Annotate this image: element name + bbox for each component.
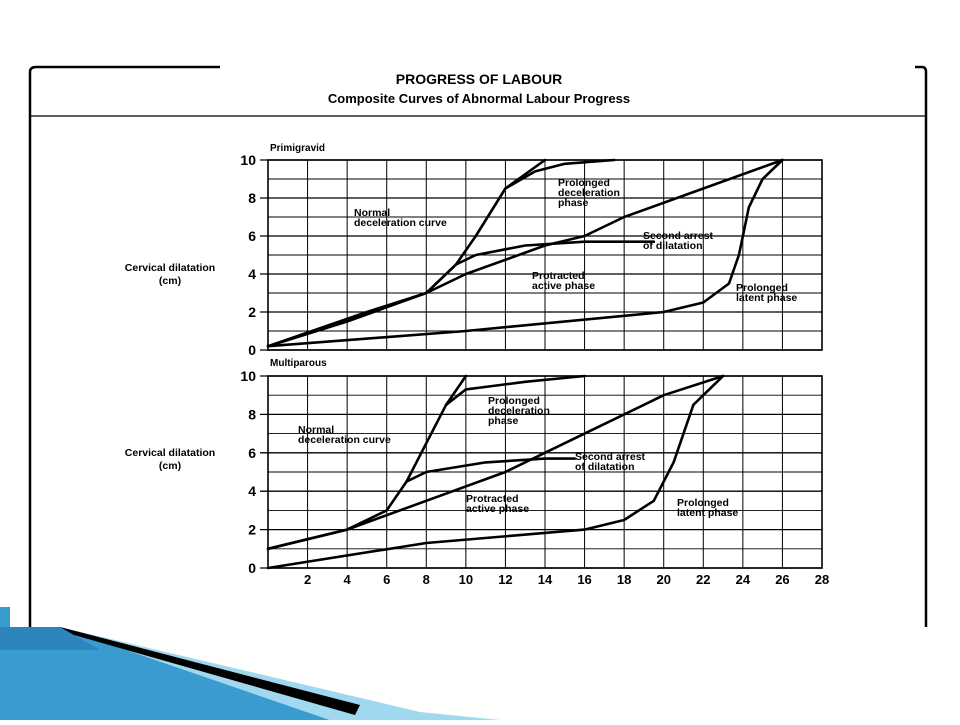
y-tick-label: 6 — [248, 228, 256, 244]
y-tick-label: 6 — [248, 445, 256, 461]
annotation-protracted-active: Protracted active phase — [466, 493, 529, 515]
x-tick-label: 26 — [775, 572, 789, 587]
panel-label: Primigravid — [270, 143, 325, 154]
x-tick-label: 8 — [423, 572, 430, 587]
series-line-prolonged-latent-phase — [266, 374, 725, 570]
x-tick-label: 28 — [815, 572, 829, 587]
chart-title: PROGRESS OF LABOUR — [396, 71, 562, 87]
y-tick-label: 8 — [248, 406, 256, 422]
series-line-second-arrest-of-dilatation — [405, 457, 576, 483]
x-tick-label: 2 — [304, 572, 311, 587]
x-tick-label: 22 — [696, 572, 710, 587]
ribbon-shadow — [0, 627, 100, 650]
series-line-second-arrest-of-dilatation — [454, 240, 656, 266]
panel-label: Multiparous — [270, 358, 327, 369]
curve-annotations: Normal deceleration curve Prolonged decele… — [298, 395, 738, 519]
y-tick-labels: 0 2 4 6 8 10 — [240, 152, 256, 358]
x-tick-label: 16 — [577, 572, 591, 587]
y-tick-label: 0 — [248, 560, 256, 576]
annotation-second-arrest: Second arrest of dilatation — [643, 230, 714, 252]
annotation-prolonged-latent: Prolonged latent phase — [677, 497, 738, 519]
grid — [260, 375, 823, 569]
primigravid-panel: Primigravid Cervical dilatation (cm) 0 2 4… — [125, 143, 823, 358]
annotation-protracted-active: Protracted active phase — [532, 270, 595, 292]
y-tick-label: 10 — [240, 152, 256, 168]
series-line-prolonged-latent-phase — [266, 158, 784, 348]
series-line-protracted-active-phase — [266, 158, 784, 348]
annotation-second-arrest: Second arrest of dilatation — [575, 451, 646, 473]
y-tick-label: 2 — [248, 304, 256, 320]
figure-frame-right — [915, 65, 928, 627]
grid — [260, 159, 823, 351]
x-tick-label: 10 — [459, 572, 473, 587]
chart-subtitle: Composite Curves of Abnormal Labour Prog… — [328, 91, 630, 106]
annotation-prolonged-latent: Prolonged latent phase — [736, 282, 797, 304]
multiparous-panel: Multiparous Cervical dilatation (cm) 024… — [125, 358, 829, 587]
y-tick-label: 2 — [248, 522, 256, 538]
series-line-prolonged-deceleration-phase — [504, 158, 616, 190]
y-axis-unit: (cm) — [159, 460, 181, 472]
ribbon-light-band — [60, 627, 500, 720]
x-tick-label: 18 — [617, 572, 631, 587]
slide-ribbon-decoration — [0, 607, 500, 720]
y-tick-label: 10 — [240, 368, 256, 384]
series-lines — [266, 374, 725, 570]
x-tick-label: 4 — [344, 572, 352, 587]
ribbon-blue-band — [0, 627, 330, 720]
x-tick-label: 24 — [736, 572, 751, 587]
plot-border — [267, 375, 823, 569]
figure-frame-left — [28, 65, 220, 627]
y-axis-label: Cervical dilatation — [125, 447, 215, 459]
y-axis-unit: (cm) — [159, 275, 181, 287]
y-tick-labels: 0 2 4 6 8 10 — [240, 368, 256, 576]
x-tick-label: 20 — [656, 572, 670, 587]
series-line-protracted-active-phase — [266, 374, 725, 551]
annotation-prolonged-deceleration: Prolonged deceleration phase — [488, 395, 550, 427]
series-line-normal-deceleration-curve — [266, 158, 547, 348]
x-tick-label: 14 — [538, 572, 553, 587]
annotation-normal: Normal deceleration curve — [298, 424, 391, 446]
annotation-normal: Normal deceleration curve — [354, 207, 447, 229]
x-tick-label: 6 — [383, 572, 390, 587]
y-tick-label: 4 — [248, 266, 256, 282]
x-tick-labels: 2 4 6 8 10 12 14 16 18 20 22 24 26 28 — [304, 572, 829, 587]
series-line-prolonged-deceleration-phase — [444, 374, 586, 407]
y-tick-label: 4 — [248, 483, 256, 499]
annotation-prolonged-deceleration: Prolonged deceleration phase — [558, 177, 620, 209]
y-axis-label: Cervical dilatation — [125, 262, 215, 274]
curve-annotations: Normal deceleration curve Prolonged decele… — [354, 177, 797, 304]
y-tick-label: 8 — [248, 190, 256, 206]
ribbon-dark-wedge — [60, 627, 360, 715]
x-tick-label: 12 — [498, 572, 512, 587]
y-tick-label: 0 — [248, 342, 256, 358]
series-lines — [266, 158, 784, 348]
